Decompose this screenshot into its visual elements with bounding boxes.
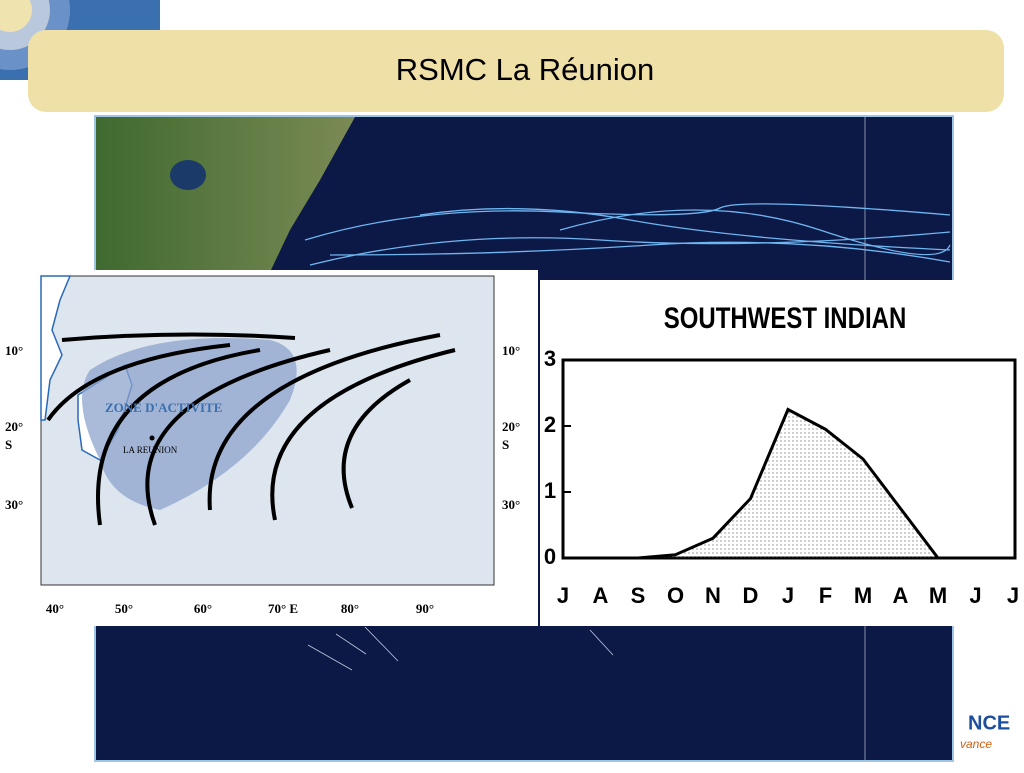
slide-title: RSMC La Réunion bbox=[396, 52, 654, 87]
y-tick-label: 2 bbox=[544, 412, 556, 437]
x-tick-label: J bbox=[969, 583, 981, 608]
lon-label: 80° bbox=[341, 601, 359, 616]
lon-label: 40° bbox=[46, 601, 64, 616]
y-tick-label: 0 bbox=[544, 544, 556, 569]
y-tick-label: 3 bbox=[544, 346, 556, 371]
lat-label: 30° bbox=[5, 497, 23, 512]
lat-label: 20° bbox=[5, 419, 23, 434]
place-label: LA REUNION bbox=[123, 445, 178, 455]
x-tick-label: A bbox=[593, 583, 609, 608]
zone-label: ZONE D'ACTIVITE bbox=[105, 400, 222, 415]
chart-title: SOUTHWEST INDIAN bbox=[664, 300, 907, 334]
x-tick-label: J bbox=[557, 583, 569, 608]
lat-label: 10° bbox=[502, 343, 520, 358]
x-tick-label: O bbox=[667, 583, 684, 608]
lon-label: 50° bbox=[115, 601, 133, 616]
x-tick-label: D bbox=[743, 583, 759, 608]
area-line bbox=[563, 407, 1013, 560]
lon-label: 70° E bbox=[268, 601, 298, 616]
lat-label: 10° bbox=[5, 343, 23, 358]
coastline bbox=[40, 275, 72, 421]
x-tick-label: M bbox=[854, 583, 872, 608]
x-tick-label: J bbox=[1007, 583, 1019, 608]
area-fill bbox=[563, 409, 1013, 558]
lon-label: 60° bbox=[194, 601, 212, 616]
activity-zone bbox=[82, 338, 297, 510]
x-tick-label: J bbox=[782, 583, 794, 608]
lat-label: 20° bbox=[502, 419, 520, 434]
lon-label: 90° bbox=[416, 601, 434, 616]
track-arrows bbox=[46, 332, 456, 526]
lat-label: S bbox=[5, 437, 12, 452]
x-tick-label: S bbox=[631, 583, 646, 608]
lat-label: S bbox=[502, 437, 509, 452]
logo-sub: vance bbox=[960, 737, 992, 751]
x-tick-label: A bbox=[893, 583, 909, 608]
y-tick-label: 1 bbox=[544, 478, 556, 503]
x-tick-label: M bbox=[929, 583, 947, 608]
x-tick-label: N bbox=[705, 583, 721, 608]
lat-label: 30° bbox=[502, 497, 520, 512]
title-banner bbox=[28, 30, 1004, 112]
x-tick-label: F bbox=[819, 583, 832, 608]
reunion-dot bbox=[149, 435, 155, 441]
logo-text: NCE bbox=[968, 712, 1010, 734]
